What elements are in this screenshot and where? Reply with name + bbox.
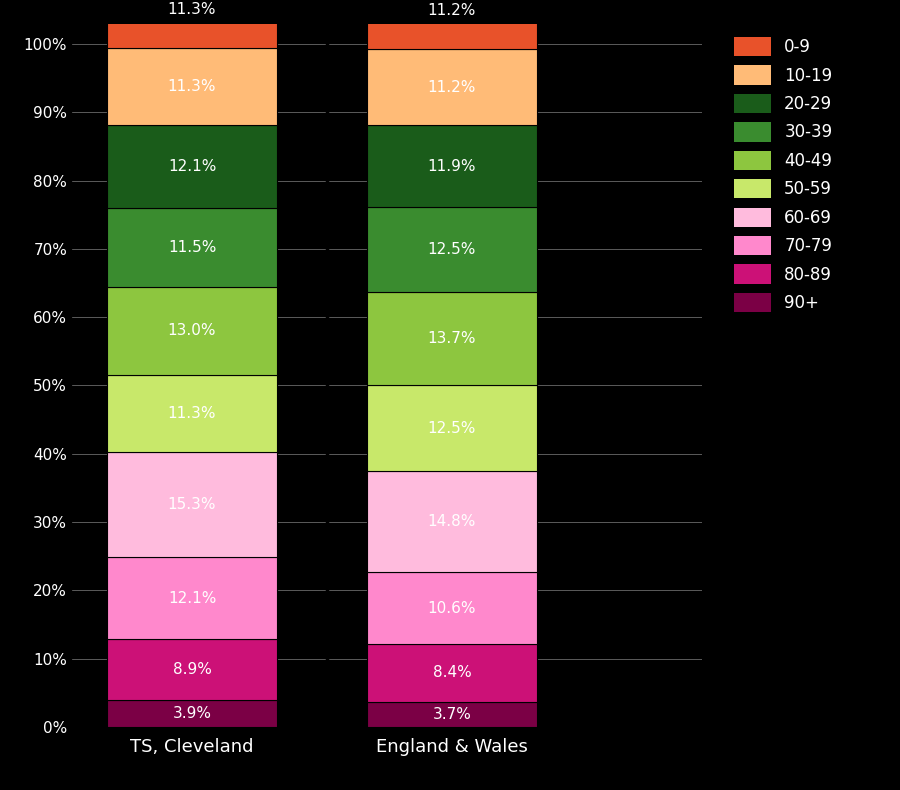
Bar	[107, 557, 277, 639]
Bar	[107, 126, 277, 208]
Bar	[107, 48, 277, 126]
Text: 11.3%: 11.3%	[167, 2, 216, 17]
Text: 8.4%: 8.4%	[433, 665, 472, 680]
Bar	[367, 471, 537, 572]
Text: 3.7%: 3.7%	[433, 707, 472, 722]
Text: 11.3%: 11.3%	[167, 406, 216, 421]
Bar	[367, 292, 537, 386]
Text: 13.0%: 13.0%	[167, 323, 216, 338]
Bar	[107, 208, 277, 287]
Text: 12.5%: 12.5%	[428, 420, 476, 435]
Bar	[107, 639, 277, 700]
Bar	[367, 702, 537, 727]
Bar	[367, 644, 537, 702]
Bar	[107, 700, 277, 727]
Text: 13.7%: 13.7%	[428, 331, 476, 346]
Text: 8.9%: 8.9%	[173, 662, 212, 677]
Bar	[107, 453, 277, 557]
Bar	[107, 287, 277, 375]
Text: 11.3%: 11.3%	[167, 79, 216, 94]
Bar	[107, 375, 277, 453]
Text: 11.2%: 11.2%	[428, 3, 476, 18]
Text: 10.6%: 10.6%	[428, 600, 476, 615]
Legend: 0-9, 10-19, 20-29, 30-39, 40-49, 50-59, 60-69, 70-79, 80-89, 90+: 0-9, 10-19, 20-29, 30-39, 40-49, 50-59, …	[729, 32, 837, 317]
Text: 15.3%: 15.3%	[167, 497, 216, 512]
Bar	[367, 126, 537, 207]
Text: 11.5%: 11.5%	[167, 239, 216, 254]
Bar	[367, 207, 537, 292]
Bar	[367, 0, 537, 49]
Bar	[367, 572, 537, 644]
Text: 12.5%: 12.5%	[428, 242, 476, 257]
Text: 14.8%: 14.8%	[428, 514, 476, 529]
Text: 11.9%: 11.9%	[428, 159, 476, 174]
Text: 12.1%: 12.1%	[167, 160, 216, 175]
Text: 3.9%: 3.9%	[173, 706, 212, 721]
Bar	[107, 0, 277, 48]
Bar	[367, 49, 537, 126]
Text: 12.1%: 12.1%	[167, 591, 216, 606]
Bar	[367, 386, 537, 471]
Text: 11.2%: 11.2%	[428, 80, 476, 95]
